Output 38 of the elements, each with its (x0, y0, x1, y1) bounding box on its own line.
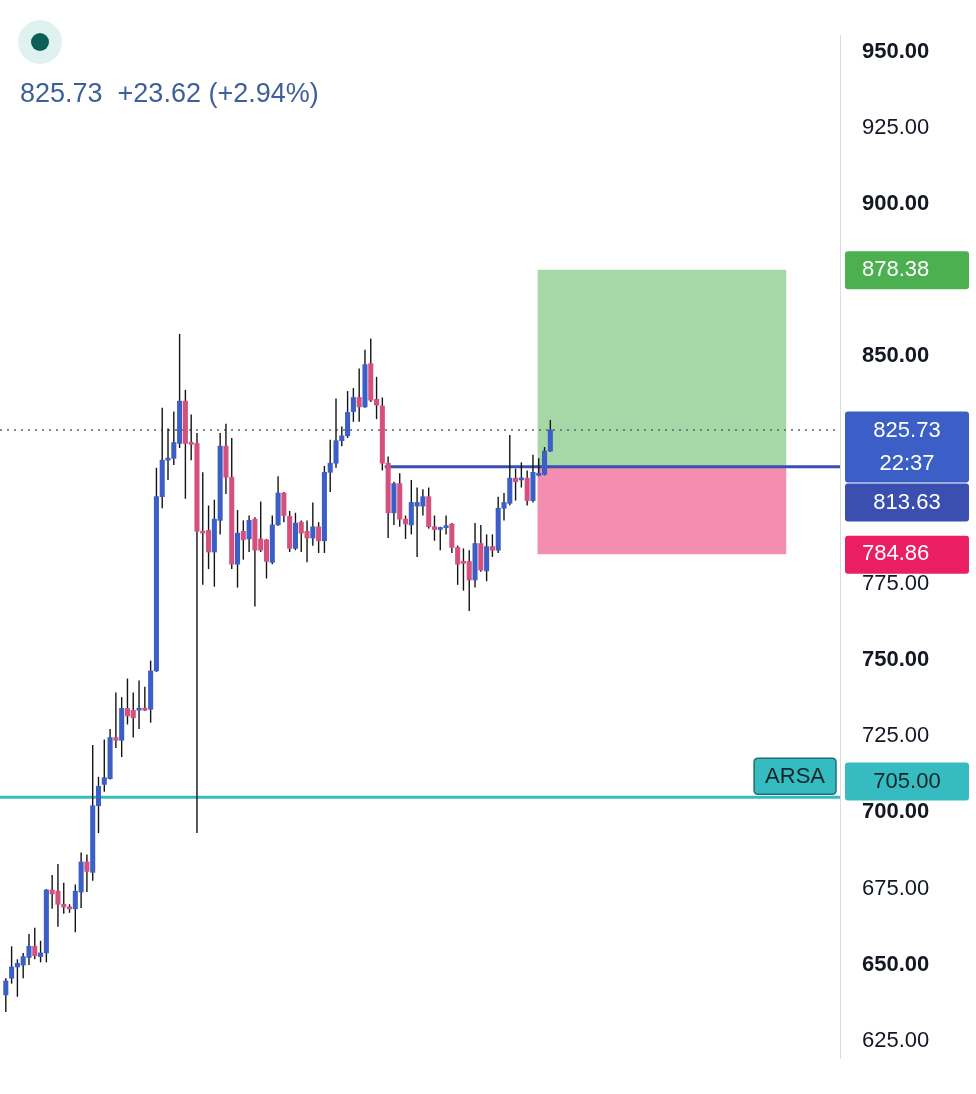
ref-line-label: 705.00 (873, 767, 941, 793)
y-tick-label: 878.38 (862, 255, 930, 281)
y-tick-label: 650.00 (862, 950, 930, 976)
candlestick (350, 387, 356, 423)
candlestick (32, 926, 38, 961)
y-tick-label: 900.00 (862, 190, 930, 216)
y-tick-label: 850.00 (862, 342, 930, 368)
candlestick (489, 533, 495, 558)
candlestick (113, 691, 119, 749)
annotation: ARSA (765, 763, 826, 789)
candlestick (547, 419, 553, 453)
y-tick-label: 784.86 (862, 540, 930, 566)
candlestick (246, 514, 252, 553)
y-tick-label: 750.00 (862, 646, 930, 672)
candlestick (524, 469, 530, 507)
candlestick (356, 367, 362, 423)
ref-line-label: 813.63 (873, 489, 941, 515)
candlestick (513, 467, 519, 502)
y-tick-label: 625.00 (862, 1026, 930, 1052)
candlestick (240, 519, 246, 561)
candlestick (142, 686, 148, 712)
candlestick (316, 521, 322, 554)
candlestick (3, 977, 9, 1013)
text: 22:37 (879, 450, 935, 476)
y-tick-label: 950.00 (862, 37, 930, 63)
y-tick-label: 675.00 (862, 874, 930, 900)
text: 825.73 +23.62 (+2.94%) (20, 78, 319, 109)
y-tick-label: 725.00 (862, 722, 930, 748)
y-tick-label: 925.00 (862, 114, 930, 140)
y-tick-label: 775.00 (862, 570, 930, 596)
candlestick (38, 940, 44, 964)
candlestick (136, 679, 142, 730)
ref-line-label: 825.73 (873, 417, 941, 443)
candlestick (84, 853, 90, 893)
y-tick-label: 700.00 (862, 798, 930, 824)
candlestick (310, 501, 316, 547)
candlestick (281, 491, 287, 523)
candlestick (9, 945, 15, 985)
